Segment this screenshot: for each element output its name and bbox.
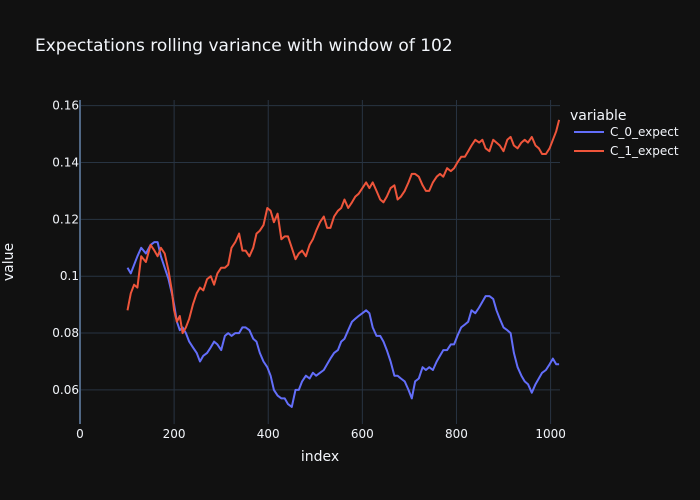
x-tick-label: 1000 [535,427,566,441]
x-tick-label: 400 [257,427,280,441]
legend: variable C_0_expect C_1_expect [570,108,679,158]
series-line-C_0_expect [126,241,560,408]
y-tick-label: 0.14 [52,156,79,170]
tick-labels: 0.06 0.08 0.1 0.12 0.14 0.16 0 200 400 600 800 1000 [52,99,566,441]
x-tick-label: 800 [445,427,468,441]
x-axis-title: index [301,449,339,465]
grid [79,100,560,424]
chart-title: Expectations rolling variance with windo… [35,36,453,56]
y-tick-label: 0.12 [52,212,79,226]
x-tick-label: 200 [163,427,186,441]
legend-label: C_0_expect [610,125,679,139]
legend-item-C_0_expect[interactable]: C_0_expect [574,125,679,139]
y-tick-label: 0.06 [52,383,79,397]
series-line-C_1_expect [126,119,561,335]
y-tick-label: 0.08 [52,326,79,340]
legend-title: variable [570,108,626,124]
x-tick-label: 600 [351,427,374,441]
y-tick-label: 0.16 [52,99,79,113]
x-tick-label: 0 [76,427,84,441]
y-tick-label: 0.1 [60,269,79,283]
y-axis-title: value [1,243,17,281]
legend-label: C_1_expect [610,144,679,158]
series-layer [126,119,561,408]
legend-item-C_1_expect[interactable]: C_1_expect [574,144,679,158]
legend-items: C_0_expect C_1_expect [574,125,679,158]
